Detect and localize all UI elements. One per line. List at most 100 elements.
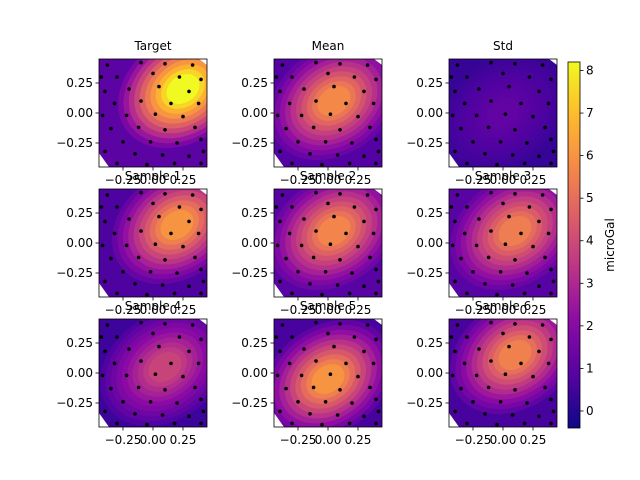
x-tick-label: −0.25	[455, 303, 492, 317]
colorbar-tick-label: 1	[586, 361, 594, 375]
station-point	[308, 152, 312, 156]
station-point	[169, 361, 173, 366]
station-point	[302, 87, 306, 91]
contour-level	[166, 74, 200, 104]
station-point	[498, 270, 503, 274]
station-point	[187, 89, 191, 94]
station-point	[519, 231, 523, 236]
station-point	[477, 217, 481, 221]
x-tick-label: 0.25	[170, 303, 197, 317]
station-point	[157, 214, 161, 219]
panel-title: Sample 5	[300, 299, 356, 313]
station-point	[193, 385, 197, 390]
station-point	[153, 112, 158, 116]
station-point	[371, 231, 376, 236]
station-point	[453, 219, 457, 224]
station-point	[124, 243, 129, 248]
station-point	[376, 409, 381, 414]
station-point	[163, 322, 167, 326]
panel-title: Std	[493, 39, 513, 53]
x-tick-label: 0.25	[520, 303, 547, 317]
station-point	[99, 205, 104, 209]
station-point	[332, 214, 336, 219]
station-point	[465, 335, 469, 339]
station-point	[513, 62, 517, 66]
station-point	[338, 322, 342, 326]
station-point	[374, 267, 378, 272]
station-point	[519, 361, 523, 366]
station-point	[127, 217, 131, 221]
y-tick-label: −0.25	[406, 396, 443, 410]
station-point	[187, 414, 191, 419]
station-point	[368, 125, 372, 130]
station-point	[335, 153, 340, 157]
station-point	[139, 99, 143, 103]
station-point	[347, 161, 352, 166]
x-tick-label: 0.25	[520, 433, 547, 447]
station-point	[115, 161, 119, 166]
station-point	[148, 270, 153, 274]
station-point	[290, 421, 294, 426]
station-point	[374, 337, 378, 342]
station-point	[474, 373, 479, 378]
station-point	[498, 400, 503, 404]
station-point	[549, 291, 553, 296]
masked-area	[274, 153, 284, 167]
colorbar-tick-label: 7	[586, 106, 594, 120]
station-point	[453, 409, 457, 414]
station-point	[133, 282, 137, 286]
contour-level	[486, 98, 520, 128]
masked-area	[549, 319, 557, 325]
station-point	[163, 388, 167, 392]
station-point	[546, 361, 551, 366]
station-point	[290, 205, 294, 209]
station-point	[201, 149, 206, 154]
station-point	[290, 291, 294, 296]
contour-field	[274, 59, 382, 167]
station-point	[136, 125, 141, 130]
station-point	[462, 231, 467, 236]
station-point	[374, 397, 378, 402]
y-tick-label: 0.25	[66, 336, 93, 350]
station-point	[103, 349, 107, 354]
station-point	[459, 256, 463, 261]
station-point	[365, 193, 370, 197]
station-point	[540, 193, 545, 197]
station-point	[489, 320, 493, 325]
panel-title: Sample 6	[475, 299, 531, 313]
station-point	[453, 149, 457, 154]
panel-title: Mean	[312, 39, 345, 53]
station-point	[278, 409, 282, 414]
panel-title: Sample 3	[475, 169, 531, 183]
station-point	[527, 335, 532, 339]
station-point	[133, 152, 137, 156]
station-point	[531, 374, 535, 379]
y-tick-label: −0.25	[406, 136, 443, 150]
masked-area	[449, 283, 459, 297]
station-point	[507, 344, 511, 349]
x-tick-label: −0.25	[280, 433, 317, 447]
y-tick-label: 0.25	[416, 336, 443, 350]
station-point	[537, 414, 541, 419]
station-point	[350, 271, 354, 275]
station-point	[489, 60, 493, 65]
colorbar-tick-label: 0	[586, 404, 594, 418]
station-point	[486, 255, 491, 260]
station-point	[284, 126, 288, 131]
colorbar-tick-label: 2	[586, 319, 594, 333]
y-tick-label: 0.00	[241, 106, 268, 120]
station-point	[314, 229, 318, 233]
station-point	[453, 279, 457, 284]
station-point	[163, 258, 167, 262]
y-tick-label: −0.25	[231, 136, 268, 150]
y-tick-label: −0.25	[406, 266, 443, 280]
station-point	[172, 161, 177, 166]
station-point	[368, 385, 372, 390]
station-point	[181, 114, 185, 119]
station-point	[352, 335, 357, 339]
station-point	[103, 409, 107, 414]
y-tick-label: 0.25	[241, 336, 268, 350]
station-point	[187, 154, 191, 158]
